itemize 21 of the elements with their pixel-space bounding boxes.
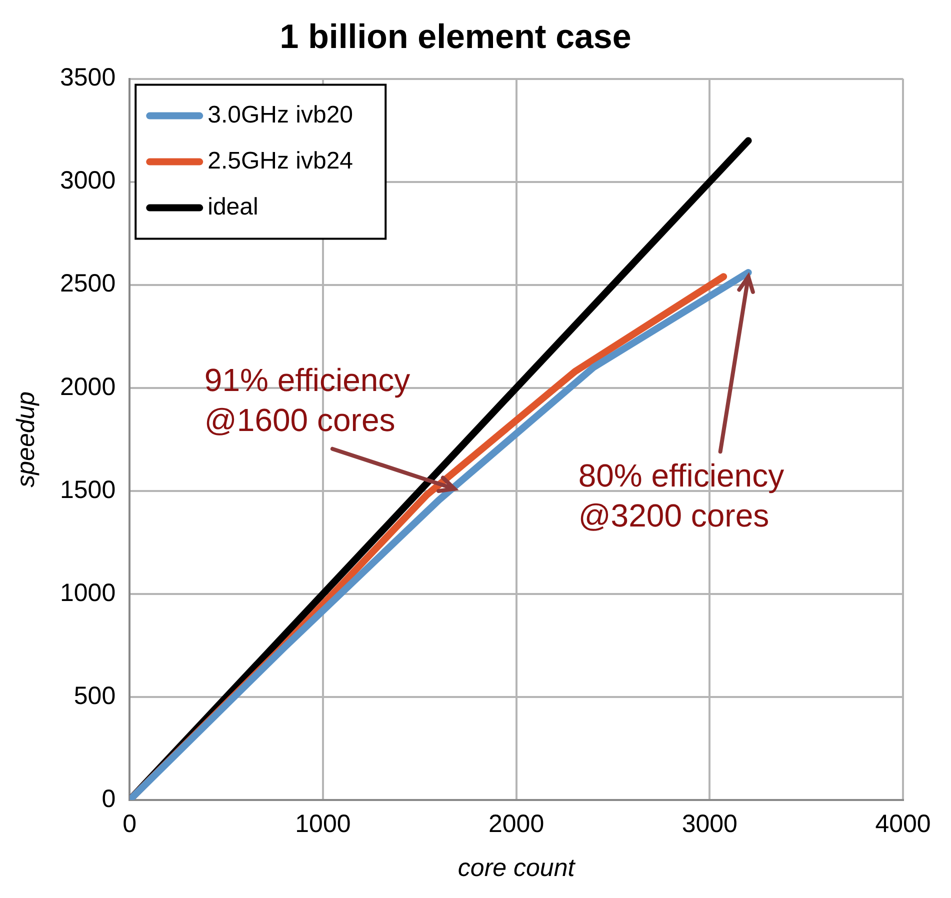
y-tick-label: 0 [102, 784, 116, 813]
legend-label: 3.0GHz ivb20 [208, 101, 354, 128]
annotation: 80% efficiency @3200 cores [578, 458, 784, 534]
x-tick-label: 3000 [682, 810, 738, 838]
y-tick-label: 2000 [60, 372, 116, 401]
y-tick-label: 1500 [60, 476, 116, 504]
y-tick-label: 1000 [60, 578, 116, 607]
x-axis-title: core count [458, 854, 576, 882]
y-tick-label: 3000 [60, 166, 116, 195]
x-tick-label: 1000 [295, 810, 351, 838]
y-tick-label: 500 [74, 682, 116, 710]
chart-title: 1 billion element case [280, 18, 632, 56]
x-tick-label: 4000 [875, 810, 931, 838]
x-tick-label: 0 [122, 810, 137, 838]
x-tick-label: 2000 [488, 810, 544, 838]
y-tick-label: 3500 [60, 64, 116, 92]
legend-label: 2.5GHz ivb24 [208, 147, 354, 174]
annotation: 91% efficiency @1600 cores [204, 362, 410, 438]
y-tick-label: 2500 [60, 270, 116, 298]
legend-label: ideal [208, 193, 258, 220]
y-axis-title: speedup [12, 391, 40, 488]
